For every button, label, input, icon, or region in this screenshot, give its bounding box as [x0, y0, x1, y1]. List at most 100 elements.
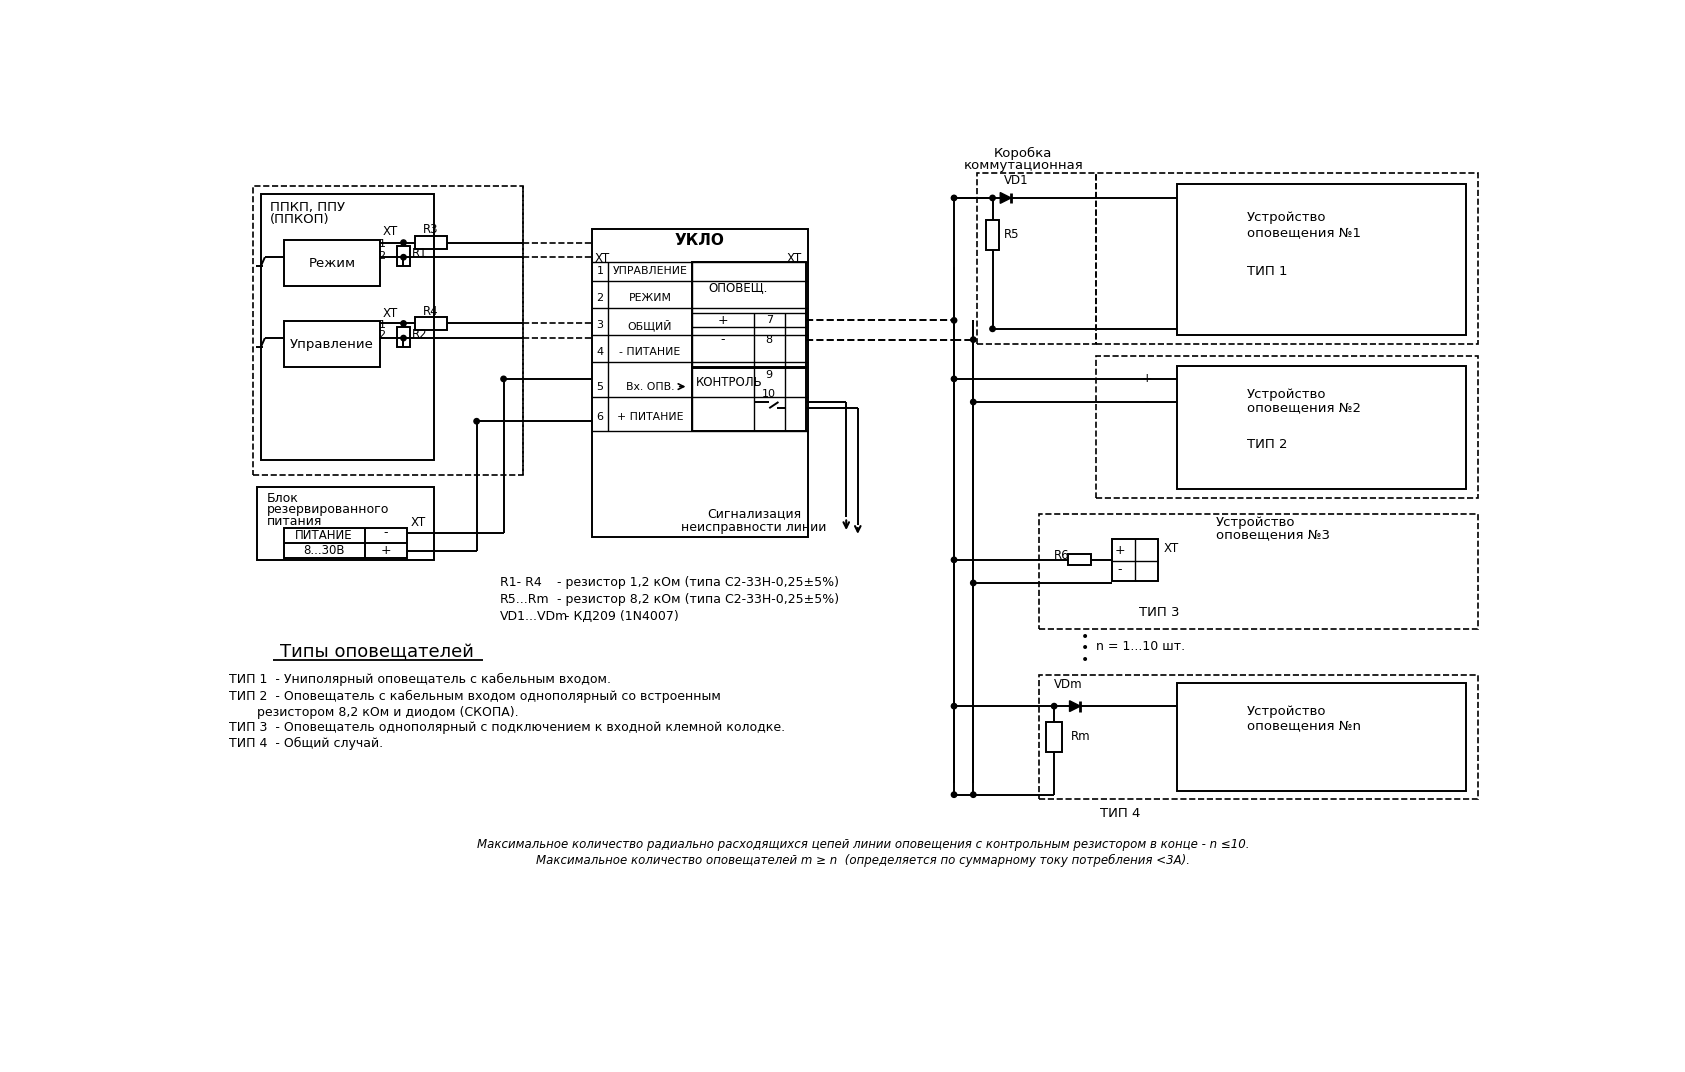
- Bar: [285, 322, 381, 368]
- Text: ТИП 4  - Общий случай.: ТИП 4 - Общий случай.: [229, 736, 382, 749]
- Text: VD1: VD1: [1004, 175, 1030, 188]
- Text: Максимальное количество оповещателей m ≥ n  (определяется по суммарному току пот: Максимальное количество оповещателей m ≥…: [536, 853, 1190, 866]
- Text: ОПОВЕЩ.: ОПОВЕЩ.: [709, 282, 768, 295]
- Circle shape: [500, 376, 506, 382]
- Circle shape: [952, 195, 957, 200]
- Text: 8: 8: [765, 334, 773, 344]
- Circle shape: [971, 399, 976, 405]
- Text: - КД209 (1N4007): - КД209 (1N4007): [564, 610, 679, 623]
- Circle shape: [401, 240, 406, 245]
- Circle shape: [952, 557, 957, 563]
- Text: ТИП 1  - Униполярный оповещатель с кабельным входом.: ТИП 1 - Униполярный оповещатель с кабель…: [229, 672, 610, 686]
- Text: Устройство: Устройство: [1247, 388, 1326, 401]
- Text: R1- R4: R1- R4: [500, 577, 541, 590]
- Text: ТИП 4: ТИП 4: [1100, 807, 1141, 820]
- Text: Максимальное количество радиально расходящихся цепей линии оповещения с контроль: Максимальное количество радиально расход…: [477, 838, 1249, 851]
- Text: R1: R1: [411, 247, 428, 259]
- Polygon shape: [1070, 701, 1080, 712]
- Text: 1: 1: [596, 266, 603, 277]
- Bar: [253, 187, 522, 475]
- Bar: [1038, 513, 1478, 629]
- Text: резервированного: резервированного: [268, 503, 389, 517]
- Bar: [1046, 721, 1062, 753]
- Text: оповещения №1: оповещения №1: [1247, 226, 1360, 239]
- Bar: [1097, 356, 1478, 498]
- Text: -: -: [1117, 564, 1122, 577]
- Text: ХТ: ХТ: [787, 252, 802, 265]
- Text: -: -: [1144, 396, 1149, 408]
- Text: 2: 2: [379, 251, 386, 260]
- Text: ХТ: ХТ: [382, 224, 398, 238]
- Text: VDm: VDm: [1055, 679, 1083, 691]
- Bar: [1068, 554, 1092, 565]
- Text: + ПИТАНИЕ: + ПИТАНИЕ: [617, 413, 682, 422]
- Circle shape: [952, 703, 957, 709]
- Text: - резистор 8,2 кОм (типа С2-33Н-0,25±5%): - резистор 8,2 кОм (типа С2-33Н-0,25±5%): [558, 594, 839, 607]
- Circle shape: [989, 326, 996, 331]
- Text: 2: 2: [379, 330, 386, 340]
- Text: •: •: [1080, 630, 1089, 644]
- Text: R5...Rm: R5...Rm: [500, 594, 549, 607]
- Bar: [693, 262, 805, 368]
- Bar: [1097, 174, 1478, 344]
- Text: Устройство: Устройство: [1247, 705, 1326, 718]
- Text: ХТ: ХТ: [411, 517, 426, 530]
- Text: 2: 2: [596, 293, 603, 303]
- Circle shape: [971, 792, 976, 798]
- Text: R6: R6: [1055, 550, 1070, 563]
- Text: 4: 4: [596, 347, 603, 357]
- Text: Типы оповещателей: Типы оповещателей: [280, 643, 473, 661]
- Bar: [1178, 184, 1466, 334]
- Text: Устройство: Устройство: [1217, 517, 1296, 530]
- Text: 10: 10: [762, 389, 777, 399]
- Bar: [396, 327, 411, 347]
- Circle shape: [401, 254, 406, 259]
- Circle shape: [1051, 703, 1056, 709]
- Text: ОБЩИЙ: ОБЩИЙ: [627, 319, 672, 331]
- Text: Управление: Управление: [290, 338, 374, 351]
- Circle shape: [971, 337, 976, 342]
- Circle shape: [971, 580, 976, 585]
- Text: - резистор 1,2 кОм (типа С2-33Н-0,25±5%): - резистор 1,2 кОм (типа С2-33Н-0,25±5%): [558, 577, 839, 590]
- Text: 5: 5: [596, 382, 603, 391]
- Text: Вх. ОПВ.: Вх. ОПВ.: [625, 382, 674, 391]
- Circle shape: [952, 376, 957, 382]
- Text: РЕЖИМ: РЕЖИМ: [629, 293, 671, 303]
- Text: 1: 1: [379, 319, 386, 330]
- Circle shape: [401, 336, 406, 341]
- Text: +: +: [718, 314, 728, 327]
- Text: -: -: [721, 333, 725, 346]
- Text: R3: R3: [423, 223, 438, 236]
- Text: оповещения №2: оповещения №2: [1247, 401, 1360, 414]
- Text: неисправности линии: неисправности линии: [681, 521, 827, 534]
- Text: Режим: Режим: [308, 257, 356, 270]
- Text: ТИП 2: ТИП 2: [1247, 437, 1287, 451]
- Circle shape: [401, 321, 406, 326]
- Bar: [415, 317, 448, 329]
- Text: УКЛО: УКЛО: [676, 233, 725, 248]
- Text: ППКП, ППУ: ППКП, ППУ: [270, 200, 345, 213]
- Bar: [591, 228, 807, 537]
- Bar: [1178, 683, 1466, 791]
- Text: Устройство: Устройство: [1247, 211, 1326, 224]
- Text: Сигнализация: Сигнализация: [706, 507, 800, 520]
- Text: •: •: [1080, 641, 1089, 655]
- Text: +: +: [381, 545, 391, 557]
- Text: (ППКОП): (ППКОП): [270, 213, 330, 226]
- Text: •: •: [1080, 653, 1089, 667]
- Text: - ПИТАНИЕ: - ПИТАНИЕ: [620, 347, 681, 357]
- Text: R5: R5: [1004, 227, 1019, 240]
- Text: Rm: Rm: [1072, 730, 1090, 744]
- Circle shape: [473, 418, 479, 423]
- Bar: [1112, 539, 1158, 581]
- Text: 1: 1: [379, 239, 386, 249]
- Text: ТИП 3: ТИП 3: [1139, 606, 1180, 619]
- Circle shape: [952, 792, 957, 798]
- Polygon shape: [1001, 193, 1011, 204]
- Text: VD1...VDm: VD1...VDm: [500, 610, 568, 623]
- Text: оповещения №3: оповещения №3: [1217, 528, 1329, 541]
- Text: ТИП 1: ТИП 1: [1247, 265, 1287, 278]
- Text: резистором 8,2 кОм и диодом (СКОПА).: резистором 8,2 кОм и диодом (СКОПА).: [258, 705, 519, 719]
- Text: ХТ: ХТ: [382, 307, 398, 319]
- Text: +: +: [1114, 545, 1126, 557]
